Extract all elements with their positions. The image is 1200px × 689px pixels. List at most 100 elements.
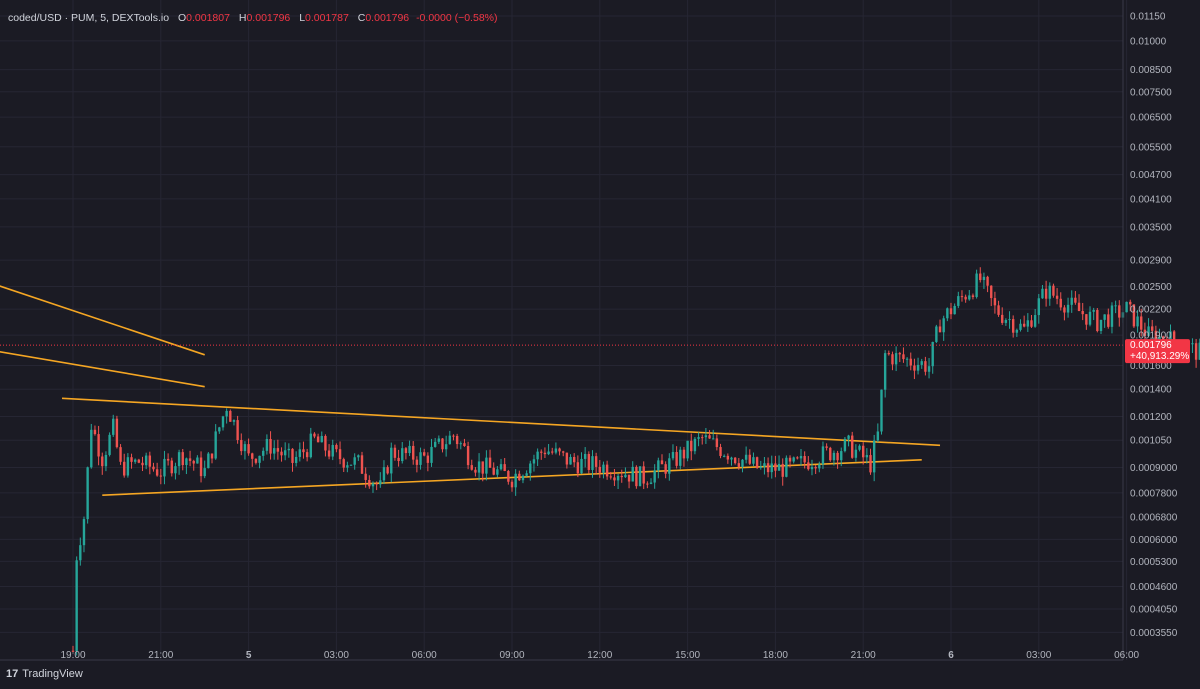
price-tick-label: 0.004100 [1130,194,1172,205]
tradingview-brand[interactable]: 17 TradingView [6,668,83,680]
candle-body [1147,326,1150,336]
candle-body [591,456,594,470]
candle-body [1198,342,1200,360]
time-axis[interactable]: 19:00 21:00 5 03:00 06:00 09:00 12:00 15:00 18:0… [60,650,1139,661]
candle-body [466,446,470,466]
candle-body [664,464,667,474]
candle-body [115,418,119,448]
candle-body [404,448,408,454]
candle-body [335,444,338,450]
price-tick-label: 0.001600 [1130,361,1172,372]
candle-body [82,519,86,546]
candle-body [982,276,986,281]
candle-body [653,470,656,483]
candle-body [240,440,243,452]
candle-body [379,480,382,485]
candle-body [894,353,898,365]
candle-body [883,353,887,390]
time-tick-label: 19:00 [60,650,85,661]
candle-body [386,467,389,474]
candle-body [572,456,576,463]
trendline[interactable] [102,459,922,496]
price-tick-label: 0.002500 [1130,282,1172,293]
candle-body [280,451,283,456]
candle-body [620,475,623,478]
candle-body [722,455,726,457]
candle-body [1143,329,1147,336]
candle-body [287,448,291,451]
candle-body [104,454,108,467]
candle-body [346,465,349,468]
candle-body [305,452,309,458]
candle-body [854,449,858,458]
price-tick-label: 0.007500 [1130,87,1172,98]
candle-body [887,353,891,355]
candle-body [766,463,770,473]
price-tick-label: 0.001400 [1130,385,1172,396]
candle-body [843,438,847,452]
candle-body [1037,298,1040,316]
candle-body [638,466,642,487]
candle-body [247,444,250,454]
close-value: 0.001796 [365,12,410,24]
candle-body [298,449,302,457]
trendline[interactable] [0,255,205,356]
candle-body [243,444,247,452]
candle-body [441,438,444,450]
candle-body [291,448,294,463]
trendline[interactable] [0,331,205,388]
candle-body [507,471,510,482]
candle-body [123,461,126,476]
candle-body [185,458,188,466]
candle-body [265,439,269,451]
low-value: 0.001787 [305,12,349,24]
candle-body [188,458,192,461]
symbol-name[interactable]: coded/USD · PUM, 5, DEXTools.io [8,12,170,24]
candle-body [551,451,554,453]
candle-body [916,364,920,371]
candle-body [968,295,971,300]
candle-body [832,452,836,461]
candle-body [598,466,601,473]
candle-body [258,455,261,463]
candle-body [309,433,312,458]
candle-body [686,440,689,459]
candle-body [576,462,580,474]
price-tick-label: 0.001900 [1130,331,1172,342]
candle-body [327,450,331,457]
candle-body [898,353,901,355]
candle-body [796,457,799,459]
candle-body [1033,315,1037,327]
candle-body [755,457,759,468]
trendline[interactable] [61,397,941,447]
candle-body [975,273,978,297]
candle-body [708,435,711,439]
candle-body [536,451,539,460]
price-tick-label: 0.0005300 [1130,557,1178,568]
candle-body [477,461,481,473]
price-axis[interactable]: 0.01150 0.01000 0.008500 0.007500 0.006500 0.… [1130,12,1178,639]
price-tick-label: 0.006500 [1130,113,1172,124]
candle-body [313,433,316,437]
candle-body [375,483,378,485]
candle-body [719,447,722,456]
candle-body [1096,309,1099,332]
candle-body [485,457,488,474]
time-tick-label: 18:00 [763,650,788,661]
candle-body [412,445,415,460]
candle-body [203,468,206,477]
time-tick-label: 06:00 [412,650,437,661]
price-tick-label: 0.005500 [1130,142,1172,153]
time-tick-label: 09:00 [499,650,524,661]
time-tick-label: 06:00 [1114,650,1139,661]
candle-body [331,444,334,457]
candle-body [448,435,452,445]
candle-body [75,560,78,651]
open-value: 0.001807 [186,12,230,24]
candle-body [126,457,130,476]
candle-body [1088,311,1092,325]
candle-body [174,466,177,474]
low-label: L [299,12,306,24]
candle-body [583,453,587,459]
